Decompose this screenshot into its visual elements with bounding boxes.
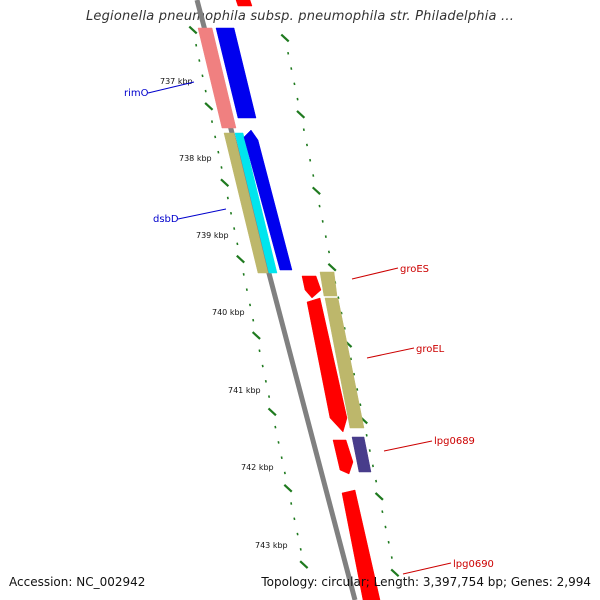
scale-label-738: 738 kbp — [179, 154, 212, 163]
gene-groES[interactable] — [319, 271, 338, 297]
gene-cyan[interactable] — [234, 132, 278, 274]
scale-ticks-right — [280, 33, 400, 578]
scale-labels: 737 kbp 738 kbp 739 kbp 740 kbp 741 kbp … — [160, 77, 288, 550]
scale-tick — [204, 102, 214, 111]
gene-dsbD[interactable] — [243, 129, 293, 271]
scale-ticks-left — [188, 25, 309, 569]
leader-groEL — [366, 347, 415, 359]
scale-tick — [283, 484, 293, 493]
scale-label-742: 742 kbp — [241, 463, 274, 472]
gene-groEL[interactable] — [324, 297, 365, 429]
scale-label-737: 737 kbp — [160, 77, 193, 86]
gene-label-lpg0689[interactable]: lpg0689 — [434, 436, 475, 447]
gene-khaki-left[interactable] — [223, 132, 269, 274]
gene-red-groES-strand[interactable] — [301, 275, 322, 299]
scale-tick — [220, 178, 230, 187]
gene-lpg0689[interactable] — [332, 439, 354, 475]
scale-tick — [280, 33, 290, 43]
gene-label-leaders — [147, 81, 452, 575]
leader-lpg0690 — [402, 562, 452, 575]
scale-tick — [267, 407, 277, 417]
scale-label-743: 743 kbp — [255, 541, 288, 550]
leader-groES — [351, 267, 399, 280]
genes-right — [301, 271, 381, 600]
leader-rimO — [147, 81, 195, 94]
gene-lpg0690[interactable] — [341, 489, 381, 600]
gene-label-groEL[interactable]: groEL — [416, 344, 445, 355]
gene-label-lpg0690[interactable]: lpg0690 — [453, 559, 494, 570]
scale-tick — [188, 25, 198, 35]
gene-red-top[interactable] — [235, 0, 253, 7]
gene-label-dsbD[interactable]: dsbD — [153, 214, 179, 225]
scale-tick — [311, 186, 321, 196]
scale-tick — [374, 492, 384, 501]
gene-pink[interactable] — [197, 27, 237, 129]
leader-lpg0689 — [383, 440, 433, 452]
accession-text: Accession: NC_002942 — [9, 575, 146, 589]
scale-tick — [327, 262, 337, 272]
scale-tick — [296, 110, 306, 119]
gene-label-rimO[interactable]: rimO — [124, 88, 149, 99]
topology-summary: Topology: circular; Length: 3,397,754 bp… — [261, 575, 591, 589]
map-title: Legionella pneumophila subsp. pneumophil… — [85, 9, 515, 24]
scale-tick — [236, 254, 245, 264]
gene-label-groES[interactable]: groES — [400, 264, 429, 275]
gene-labels: rimO dsbD groES groEL lpg0689 lpg0690 — [124, 88, 494, 570]
leader-dsbD — [177, 208, 227, 220]
gene-rimO[interactable] — [215, 27, 257, 119]
scale-tick — [299, 560, 309, 569]
scale-tick — [251, 331, 261, 340]
gene-red-long[interactable] — [306, 297, 348, 433]
genes-left — [197, 0, 293, 274]
scale-label-739: 739 kbp — [196, 231, 229, 240]
scale-label-740: 740 kbp — [212, 308, 245, 317]
scale-tick — [390, 568, 400, 578]
gene-purple[interactable] — [351, 436, 372, 473]
scale-label-741: 741 kbp — [228, 386, 261, 395]
